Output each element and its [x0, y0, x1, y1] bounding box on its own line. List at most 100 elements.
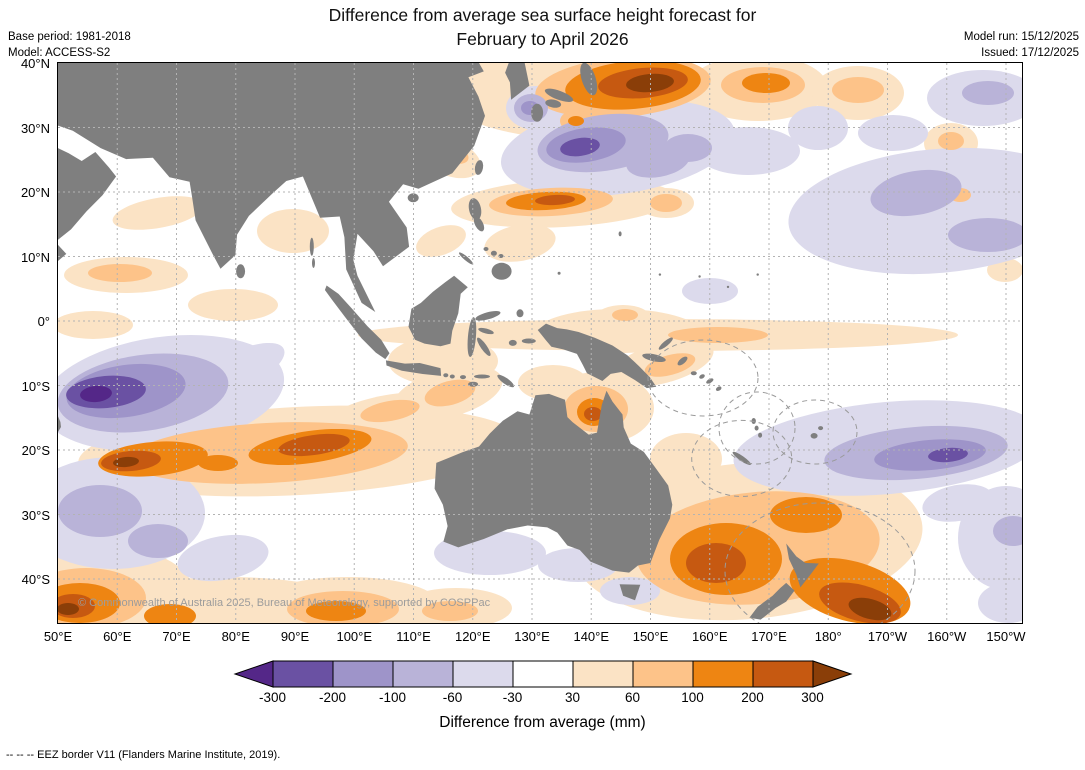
land-shape	[706, 378, 714, 384]
anomaly-blob	[113, 456, 139, 468]
lon-tick-label: 180°	[814, 629, 842, 644]
land-shape	[58, 63, 485, 312]
land-shape	[477, 337, 491, 356]
anomaly-blob	[278, 433, 350, 457]
lon-axis: 50°E 60°E 70°E 80°E 90°E 100°E 110°E 120°E 130°E…	[44, 629, 1026, 647]
land-shape	[756, 273, 759, 276]
lat-tick-label: 30°N	[20, 120, 50, 136]
lon-tick-label: 160°W	[927, 629, 967, 644]
anomaly-blob	[535, 194, 575, 206]
anomaly-blob	[584, 407, 602, 421]
page-title: Difference from average sea surface heig…	[0, 3, 1085, 51]
land-shape	[521, 338, 536, 344]
land-shape	[473, 216, 485, 232]
map-copyright: © Commonwealth of Australia 2025, Bureau…	[78, 597, 491, 609]
land-shape	[324, 285, 390, 360]
meta-right: Model run: 15/12/2025 Issued: 17/12/2025	[964, 29, 1079, 61]
colorbar-tick-label: -60	[442, 690, 463, 705]
land-shape	[58, 416, 61, 432]
meta-left: Base period: 1981-2018 Model: ACCESS-S2	[8, 29, 131, 61]
land-shape	[478, 327, 494, 335]
land-shape	[434, 390, 673, 573]
land-shape	[491, 262, 512, 280]
colorbar-tick-label: -30	[502, 690, 523, 705]
lat-tick-label: 20°N	[20, 185, 50, 200]
land-shape	[408, 275, 468, 347]
lat-tick-label: 10°S	[21, 378, 50, 394]
colorbar-svg	[232, 660, 853, 688]
land-shape	[468, 198, 482, 220]
colorbar-segment	[272, 660, 333, 688]
land-shape	[474, 160, 484, 175]
land-shape	[475, 311, 501, 321]
land-shape	[754, 425, 759, 431]
land-shape	[531, 103, 544, 122]
land-shape	[312, 258, 315, 268]
anomaly-blob	[770, 497, 842, 533]
eez-border-line	[724, 502, 916, 623]
land-shape	[726, 285, 730, 289]
land-shape	[580, 63, 598, 96]
land-shape	[516, 309, 524, 318]
land-shape	[483, 247, 489, 251]
lat-tick-label: 20°S	[21, 443, 50, 458]
land-shape	[545, 99, 562, 108]
land-shape	[58, 244, 67, 261]
land-shape	[236, 264, 246, 279]
land-shape	[749, 582, 795, 620]
land-shape	[460, 375, 466, 380]
lat-tick-label: 40°S	[21, 572, 50, 587]
anomaly-blob	[948, 218, 1022, 252]
anomaly-blob	[257, 209, 329, 253]
lon-tick-label: 100°E	[336, 629, 373, 644]
colorbar-segment	[512, 660, 573, 688]
land-shape	[467, 317, 477, 358]
anomaly-blob	[424, 379, 476, 407]
lat-tick-label: 30°S	[21, 507, 50, 523]
colorbar-segment	[692, 660, 753, 688]
lon-tick-label: 50°E	[43, 629, 73, 644]
map-svg	[58, 63, 1022, 623]
lat-axis: 40°N 30°N 20°N 10°N 0° 10°S 20°S 30°S 40°S	[0, 56, 54, 625]
lon-tick-label: 150°W	[986, 629, 1026, 644]
land-shape	[698, 275, 701, 278]
colorbar-segment	[452, 660, 513, 688]
colorbar-tick-label: -200	[318, 690, 347, 705]
colorbar-labels: -300 -200 -100 -60 -30 30 60 100 200 300	[233, 690, 853, 707]
lat-tick-label: 10°N	[20, 249, 50, 265]
anomaly-blob	[88, 264, 152, 282]
land-shape	[407, 193, 419, 203]
land-shape	[715, 386, 722, 391]
anomaly-blob	[696, 127, 800, 175]
anomaly-blob	[58, 603, 79, 615]
lon-tick-label: 120°E	[454, 629, 491, 644]
lon-tick-label: 160°E	[691, 629, 728, 644]
anomaly-blob	[993, 516, 1022, 546]
lon-tick-label: 150°E	[632, 629, 669, 644]
anomaly-blob	[664, 134, 712, 162]
colorbar-tick-label: 30	[564, 690, 581, 705]
land-shape	[505, 63, 530, 100]
colorbar-segment	[632, 660, 693, 688]
land-shape	[537, 323, 657, 389]
eez-border-line	[772, 399, 858, 465]
anomaly-blob	[422, 601, 478, 621]
colorbar-title: Difference from average (mm)	[439, 714, 646, 731]
colorbar-tick-label: -100	[378, 690, 407, 705]
land-shape	[786, 543, 819, 588]
anomaly-blob	[686, 543, 746, 583]
anomaly-blob	[682, 278, 738, 304]
colorbar-segment	[572, 660, 633, 688]
lat-tick-label: 40°N	[20, 56, 50, 71]
anomaly-blob	[177, 534, 269, 582]
land-shape	[658, 337, 673, 350]
colorbar-segment	[752, 660, 813, 688]
colorbar-tick-label: -300	[258, 690, 287, 705]
anomaly-blob	[922, 484, 994, 522]
anomaly-blob	[962, 81, 1014, 105]
colorbar-segment	[392, 660, 453, 688]
anomaly-blob	[198, 455, 238, 471]
anomaly-blob	[848, 597, 892, 621]
colorbar-right-arrow	[812, 660, 853, 688]
colorbar-tick-label: 300	[801, 690, 824, 705]
